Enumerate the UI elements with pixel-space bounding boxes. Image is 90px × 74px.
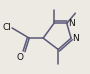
Text: O: O xyxy=(17,53,24,62)
Text: Cl: Cl xyxy=(2,23,11,32)
Text: N: N xyxy=(68,19,75,28)
Text: N: N xyxy=(72,34,79,43)
